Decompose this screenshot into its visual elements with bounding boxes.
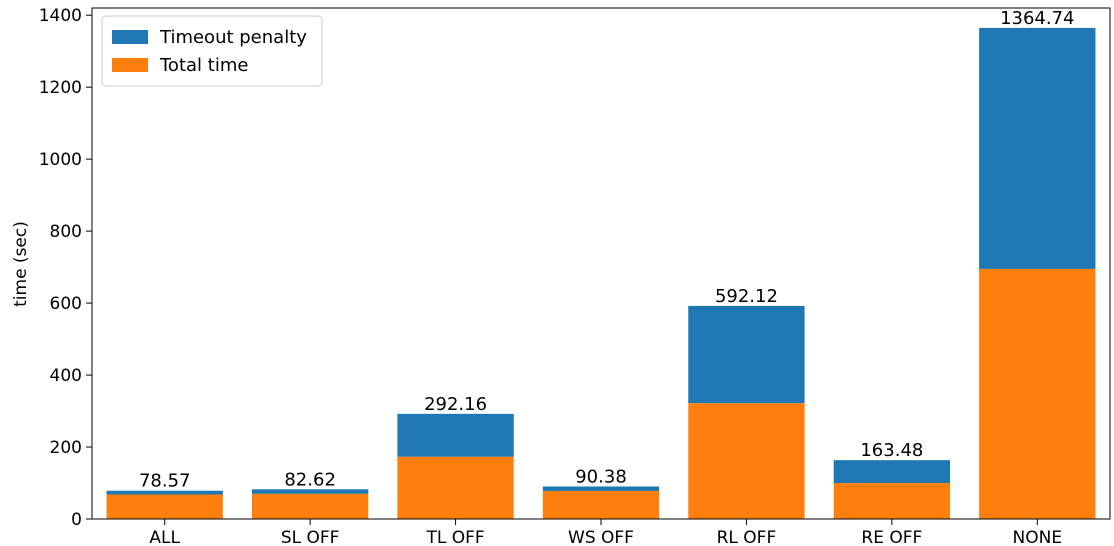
x-tick-label-2: TL OFF — [425, 528, 484, 546]
legend-label-1: Total time — [159, 55, 248, 76]
y-tick-label-6: 1200 — [39, 78, 82, 98]
bars-group — [106, 27, 1096, 519]
legend-box — [101, 15, 323, 87]
bar-total-label-3: 90.38 — [575, 466, 627, 487]
x-tick-label-6: NONE — [1013, 528, 1063, 546]
bar-total-label-2: 292.16 — [424, 394, 487, 415]
y-tick-label-7: 1400 — [39, 6, 82, 26]
x-tick-label-5: RE OFF — [861, 528, 922, 546]
bar-total-time-2 — [397, 456, 514, 519]
bar-total-time-4 — [688, 403, 805, 519]
x-tick-label-4: RL OFF — [717, 528, 777, 546]
legend-swatch-0 — [112, 30, 148, 44]
bar-timeout-penalty-6 — [979, 27, 1096, 269]
y-tick-label-4: 800 — [50, 222, 82, 242]
bar-timeout-penalty-5 — [833, 460, 951, 484]
x-tick-label-3: WS OFF — [568, 528, 634, 546]
bar-total-time-5 — [833, 483, 951, 519]
bar-total-time-1 — [251, 493, 369, 519]
y-axis-title: time (sec) — [11, 221, 31, 307]
bar-total-label-5: 163.48 — [860, 440, 923, 461]
legend-label-0: Timeout penalty — [159, 27, 307, 48]
bar-timeout-penalty-1 — [251, 489, 369, 494]
plot-frame — [91, 7, 1111, 520]
y-tick-label-0: 0 — [71, 510, 82, 530]
axes: ALL SL OFF TL OFF WS OFF RL OFF RE OFF NONE 0 20… — [39, 6, 1111, 546]
x-tick-label-1: SL OFF — [281, 528, 340, 546]
y-tick-label-1: 200 — [50, 438, 82, 458]
bar-timeout-penalty-0 — [106, 490, 223, 495]
bar-total-label-0: 78.57 — [139, 471, 191, 492]
legend-swatch-1 — [112, 58, 148, 72]
x-tick-label-0: ALL — [149, 528, 180, 546]
y-tick-label-3: 600 — [50, 294, 82, 314]
bar-total-label-4: 592.12 — [715, 286, 778, 307]
bar-total-time-6 — [979, 268, 1096, 519]
bar-timeout-penalty-3 — [542, 486, 660, 491]
bar-total-label-6: 1364.74 — [1000, 8, 1074, 29]
y-tick-label-2: 400 — [50, 366, 82, 386]
bar-total-time-0 — [106, 494, 223, 519]
y-tick-label-5: 1000 — [39, 150, 82, 170]
bar-timeout-penalty-2 — [397, 413, 514, 457]
bar-timeout-penalty-4 — [688, 305, 805, 404]
bar-total-time-3 — [542, 490, 660, 519]
legend: Timeout penalty Total time — [101, 15, 323, 87]
bar-total-labels: 78.57 82.62 292.16 90.38 592.12 163.48 1364.74 — [139, 8, 1075, 492]
bar-total-label-1: 82.62 — [284, 469, 336, 490]
